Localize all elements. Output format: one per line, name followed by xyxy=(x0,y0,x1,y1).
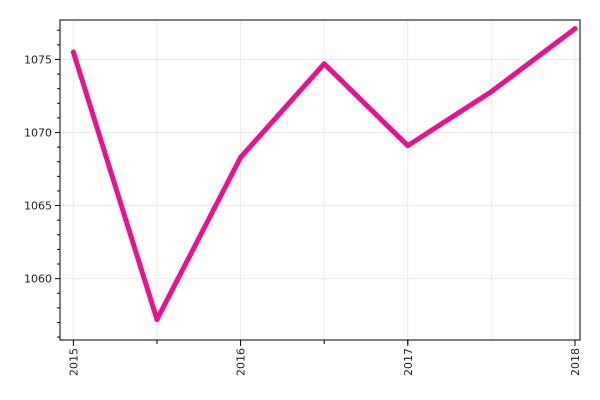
data-point xyxy=(488,89,494,95)
y-tick-label: 1065 xyxy=(24,200,52,213)
plot-area xyxy=(59,19,581,341)
y-tick-label: 1060 xyxy=(24,273,52,286)
data-point xyxy=(321,61,327,67)
grid xyxy=(60,20,580,340)
series-layer xyxy=(70,26,578,323)
x-tick-label: 2017 xyxy=(402,348,415,376)
data-point xyxy=(572,26,578,32)
data-point xyxy=(238,154,244,160)
data-point xyxy=(154,317,160,323)
data-point xyxy=(405,143,411,149)
x-tick-label: 2016 xyxy=(235,348,248,376)
y-tick-label: 1070 xyxy=(24,127,52,140)
axes: 1060 1065 1070 1075 2015 2016 2017 2018 xyxy=(24,29,582,376)
y-tick-label: 1075 xyxy=(24,53,52,66)
x-tick-label: 2018 xyxy=(569,348,582,376)
x-tick-label: 2015 xyxy=(67,348,80,376)
data-point xyxy=(70,49,76,55)
